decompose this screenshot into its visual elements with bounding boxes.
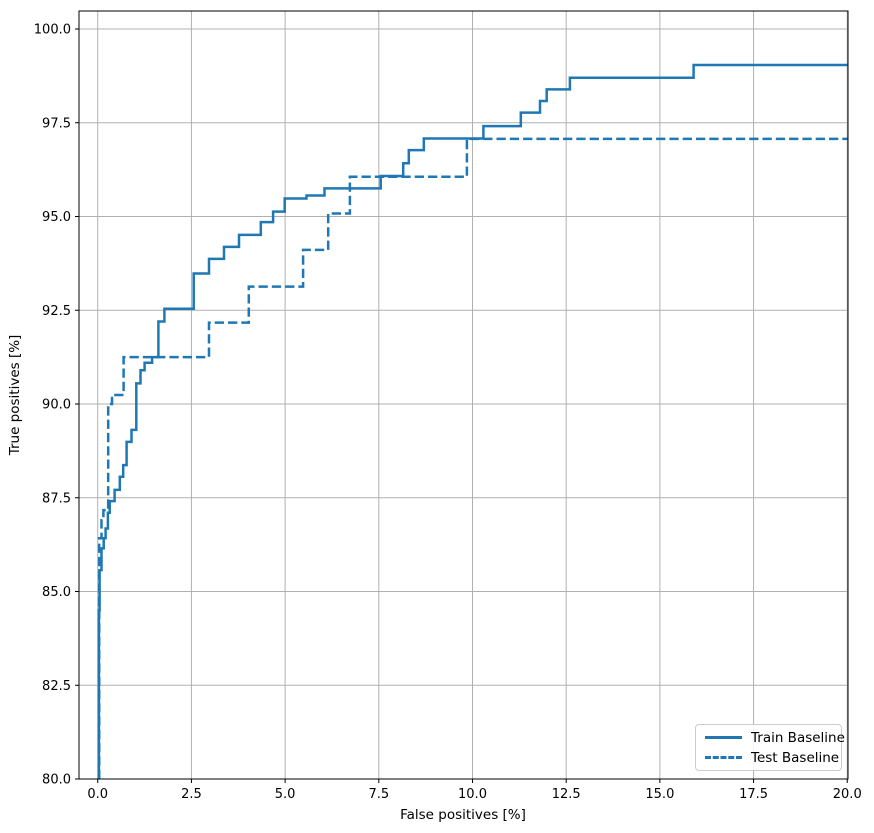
series-layer [97,63,848,779]
tick-layer: 0.0 2.5 5.0 7.5 10.0 12.5 15.0 17.5 20.0 80.0 82.5… [34,23,862,803]
x-tick-label: 20.0 [833,787,862,802]
x-tick-label: 5.0 [275,787,296,802]
y-tick-label: 85.0 [42,585,71,600]
y-tick-label: 92.5 [42,304,71,319]
x-tick-label: 15.0 [645,787,674,802]
y-tick-label: 90.0 [42,398,71,413]
y-axis-label: True positives [%] [7,335,23,457]
x-tick-label: 17.5 [739,787,768,802]
x-tick-label: 2.5 [181,787,202,802]
y-tick-label: 82.5 [42,679,71,694]
series-line-train-baseline [97,63,848,779]
legend-item-test-baseline: Test Baseline [705,748,839,767]
train-baseline-line-sample [705,736,742,739]
x-axis-label: False positives [%] [400,807,526,823]
x-tick-label: 12.5 [552,787,581,802]
x-tick-label: 7.5 [368,787,389,802]
y-tick-label: 97.5 [42,116,71,131]
x-tick-label: 10.0 [458,787,487,802]
series-line-test-baseline [97,137,848,779]
legend-label-test-baseline: Test Baseline [751,749,840,766]
y-tick-label: 80.0 [42,773,71,788]
plot-border [78,10,849,780]
legend-label-train-baseline: Train Baseline [751,729,845,746]
grid-layer [79,11,848,780]
y-tick-label: 100.0 [34,23,71,38]
test-baseline-line-sample [705,756,742,759]
legend-item-train-baseline: Train Baseline [705,728,845,747]
y-tick-label: 95.0 [42,210,71,225]
y-tick-label: 87.5 [42,491,71,506]
legend: Train Baseline Test Baseline [695,724,845,771]
x-tick-label: 0.0 [87,787,108,802]
